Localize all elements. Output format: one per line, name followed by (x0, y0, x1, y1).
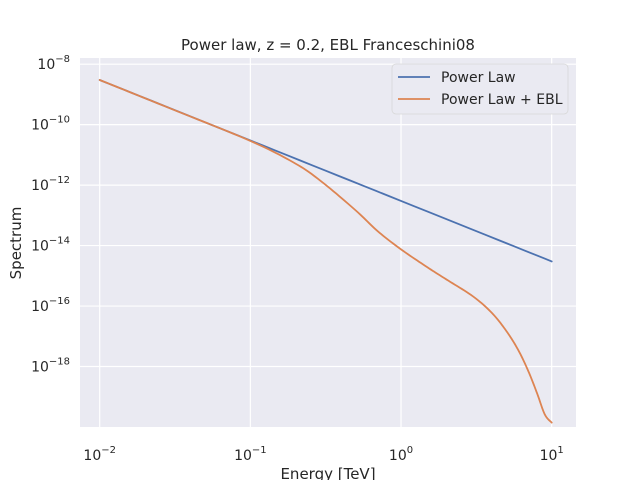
x-tick-label: 10−1 (234, 445, 267, 464)
y-tick-base: 10 (31, 178, 49, 194)
x-tick-exponent: 0 (407, 445, 413, 456)
legend-label-power-law-ebl: Power Law + EBL (441, 92, 563, 108)
grid-layer (80, 58, 576, 427)
y-tick-exponent: −12 (49, 175, 70, 186)
y-tick-exponent: −14 (49, 236, 70, 247)
y-tick-exponent: −16 (49, 296, 70, 307)
series-line-power-law-ebl (98, 79, 553, 424)
x-tick-label: 101 (540, 445, 564, 464)
x-tick-base: 10 (389, 448, 407, 464)
y-tick-label: 10−12 (31, 175, 70, 194)
x-tick-label: 100 (389, 445, 413, 464)
x-tick-exponent: 1 (557, 445, 563, 456)
y-tick-base: 10 (31, 118, 49, 134)
x-tick-exponent: −1 (252, 445, 267, 456)
y-tick-base: 10 (37, 57, 55, 73)
x-tick-base: 10 (234, 448, 252, 464)
y-tick-base: 10 (31, 360, 49, 376)
y-tick-exponent: −18 (49, 357, 70, 368)
x-tick-exponent: −2 (101, 445, 116, 456)
y-tick-label: 10−14 (31, 236, 70, 255)
x-tick-base: 10 (83, 448, 101, 464)
y-tick-base: 10 (31, 239, 49, 255)
chart-title: Power law, z = 0.2, EBL Franceschini08 (181, 36, 475, 54)
y-tick-exponent: −10 (49, 115, 70, 126)
y-tick-label: 10−18 (31, 357, 70, 376)
series-layer (98, 79, 553, 424)
tick-layer: 10−2 10−1 100 10110−810−1010−1210−1410−1610… (31, 54, 564, 464)
plot-background (80, 58, 576, 427)
legend-box (391, 63, 569, 115)
y-tick-label: 10−8 (37, 54, 70, 73)
y-tick-base: 10 (31, 299, 49, 315)
legend: Power Law Power Law + EBL (391, 63, 569, 115)
x-tick-label: 10−2 (83, 445, 116, 464)
y-axis-label: Spectrum (7, 207, 25, 280)
x-axis-label: Energy [TeV] (280, 465, 375, 480)
y-tick-label: 10−10 (31, 115, 70, 134)
y-tick-label: 10−16 (31, 296, 70, 315)
y-tick-exponent: −8 (55, 54, 70, 65)
x-tick-base: 10 (540, 448, 558, 464)
legend-label-power-law: Power Law (441, 70, 516, 86)
